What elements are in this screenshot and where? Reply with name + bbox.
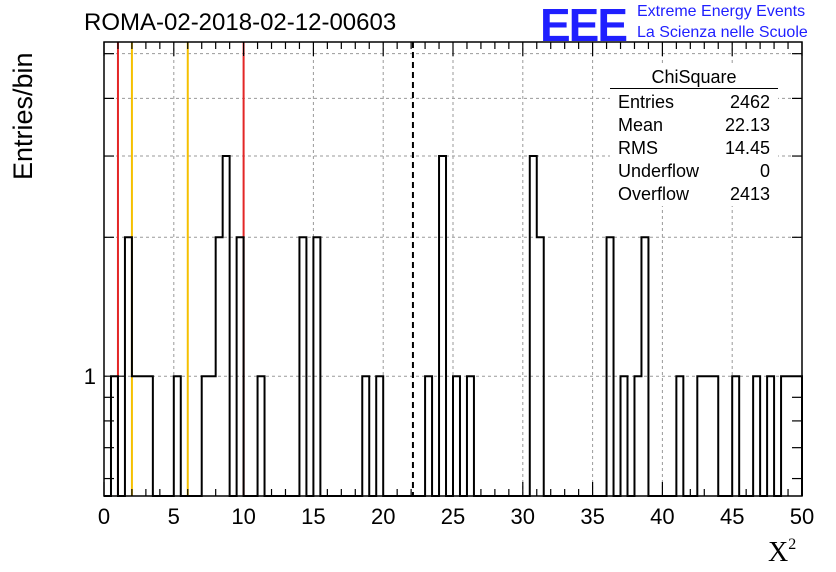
x-tick-label: 0 [98, 504, 110, 529]
axis-ticks [103, 42, 803, 496]
stats-row-mean: Mean 22.13 [610, 114, 778, 137]
stats-label: RMS [618, 138, 658, 158]
y-axis-label: Entries/bin [8, 52, 38, 180]
x-axis-label-base: X [768, 537, 789, 568]
stats-label: Underflow [618, 161, 700, 181]
x-tick-label: 25 [441, 504, 465, 529]
stats-value: 14.45 [724, 138, 770, 158]
stats-label: Entries [618, 92, 675, 112]
stats-box-title: ChiSquare [610, 66, 778, 89]
run-title: ROMA-02-2018-02-12-00603 [84, 9, 397, 36]
stats-value: 2462 [729, 92, 770, 112]
x-axis-label: X2 [768, 536, 796, 569]
x-tick-label: 20 [371, 504, 395, 529]
stats-label: Overflow [618, 184, 690, 204]
logo-line-1: Extreme Energy Events [637, 3, 806, 20]
x-tick-label: 15 [301, 504, 325, 529]
stats-value: 22.13 [724, 115, 770, 135]
eee-logo: EEE [540, 0, 628, 51]
stats-box: ChiSquare Entries 2462 Mean 22.13 RMS 14… [610, 66, 778, 206]
stats-value: 0 [759, 161, 770, 181]
x-axis-label-superscript: 2 [788, 536, 797, 553]
stats-label: Mean [618, 115, 664, 135]
x-tick-labels: 0 5 10 15 20 25 30 35 40 45 50 [98, 504, 814, 529]
y-tick-label: 1 [84, 364, 96, 389]
logo-line-2: La Scienza nelle Scuole [637, 24, 808, 41]
stats-row-overflow: Overflow 2413 [610, 183, 778, 206]
x-tick-label: 10 [231, 504, 255, 529]
x-tick-label: 5 [168, 504, 180, 529]
stats-row-rms: RMS 14.45 [610, 137, 778, 160]
x-tick-label: 45 [720, 504, 744, 529]
stats-row-underflow: Underflow 0 [610, 160, 778, 183]
x-tick-label: 35 [580, 504, 604, 529]
x-tick-label: 30 [511, 504, 535, 529]
stats-row-entries: Entries 2462 [610, 91, 778, 114]
x-tick-label: 50 [790, 504, 814, 529]
x-tick-label: 40 [650, 504, 674, 529]
stats-value: 2413 [729, 184, 770, 204]
y-tick-labels: 1 [84, 364, 96, 389]
